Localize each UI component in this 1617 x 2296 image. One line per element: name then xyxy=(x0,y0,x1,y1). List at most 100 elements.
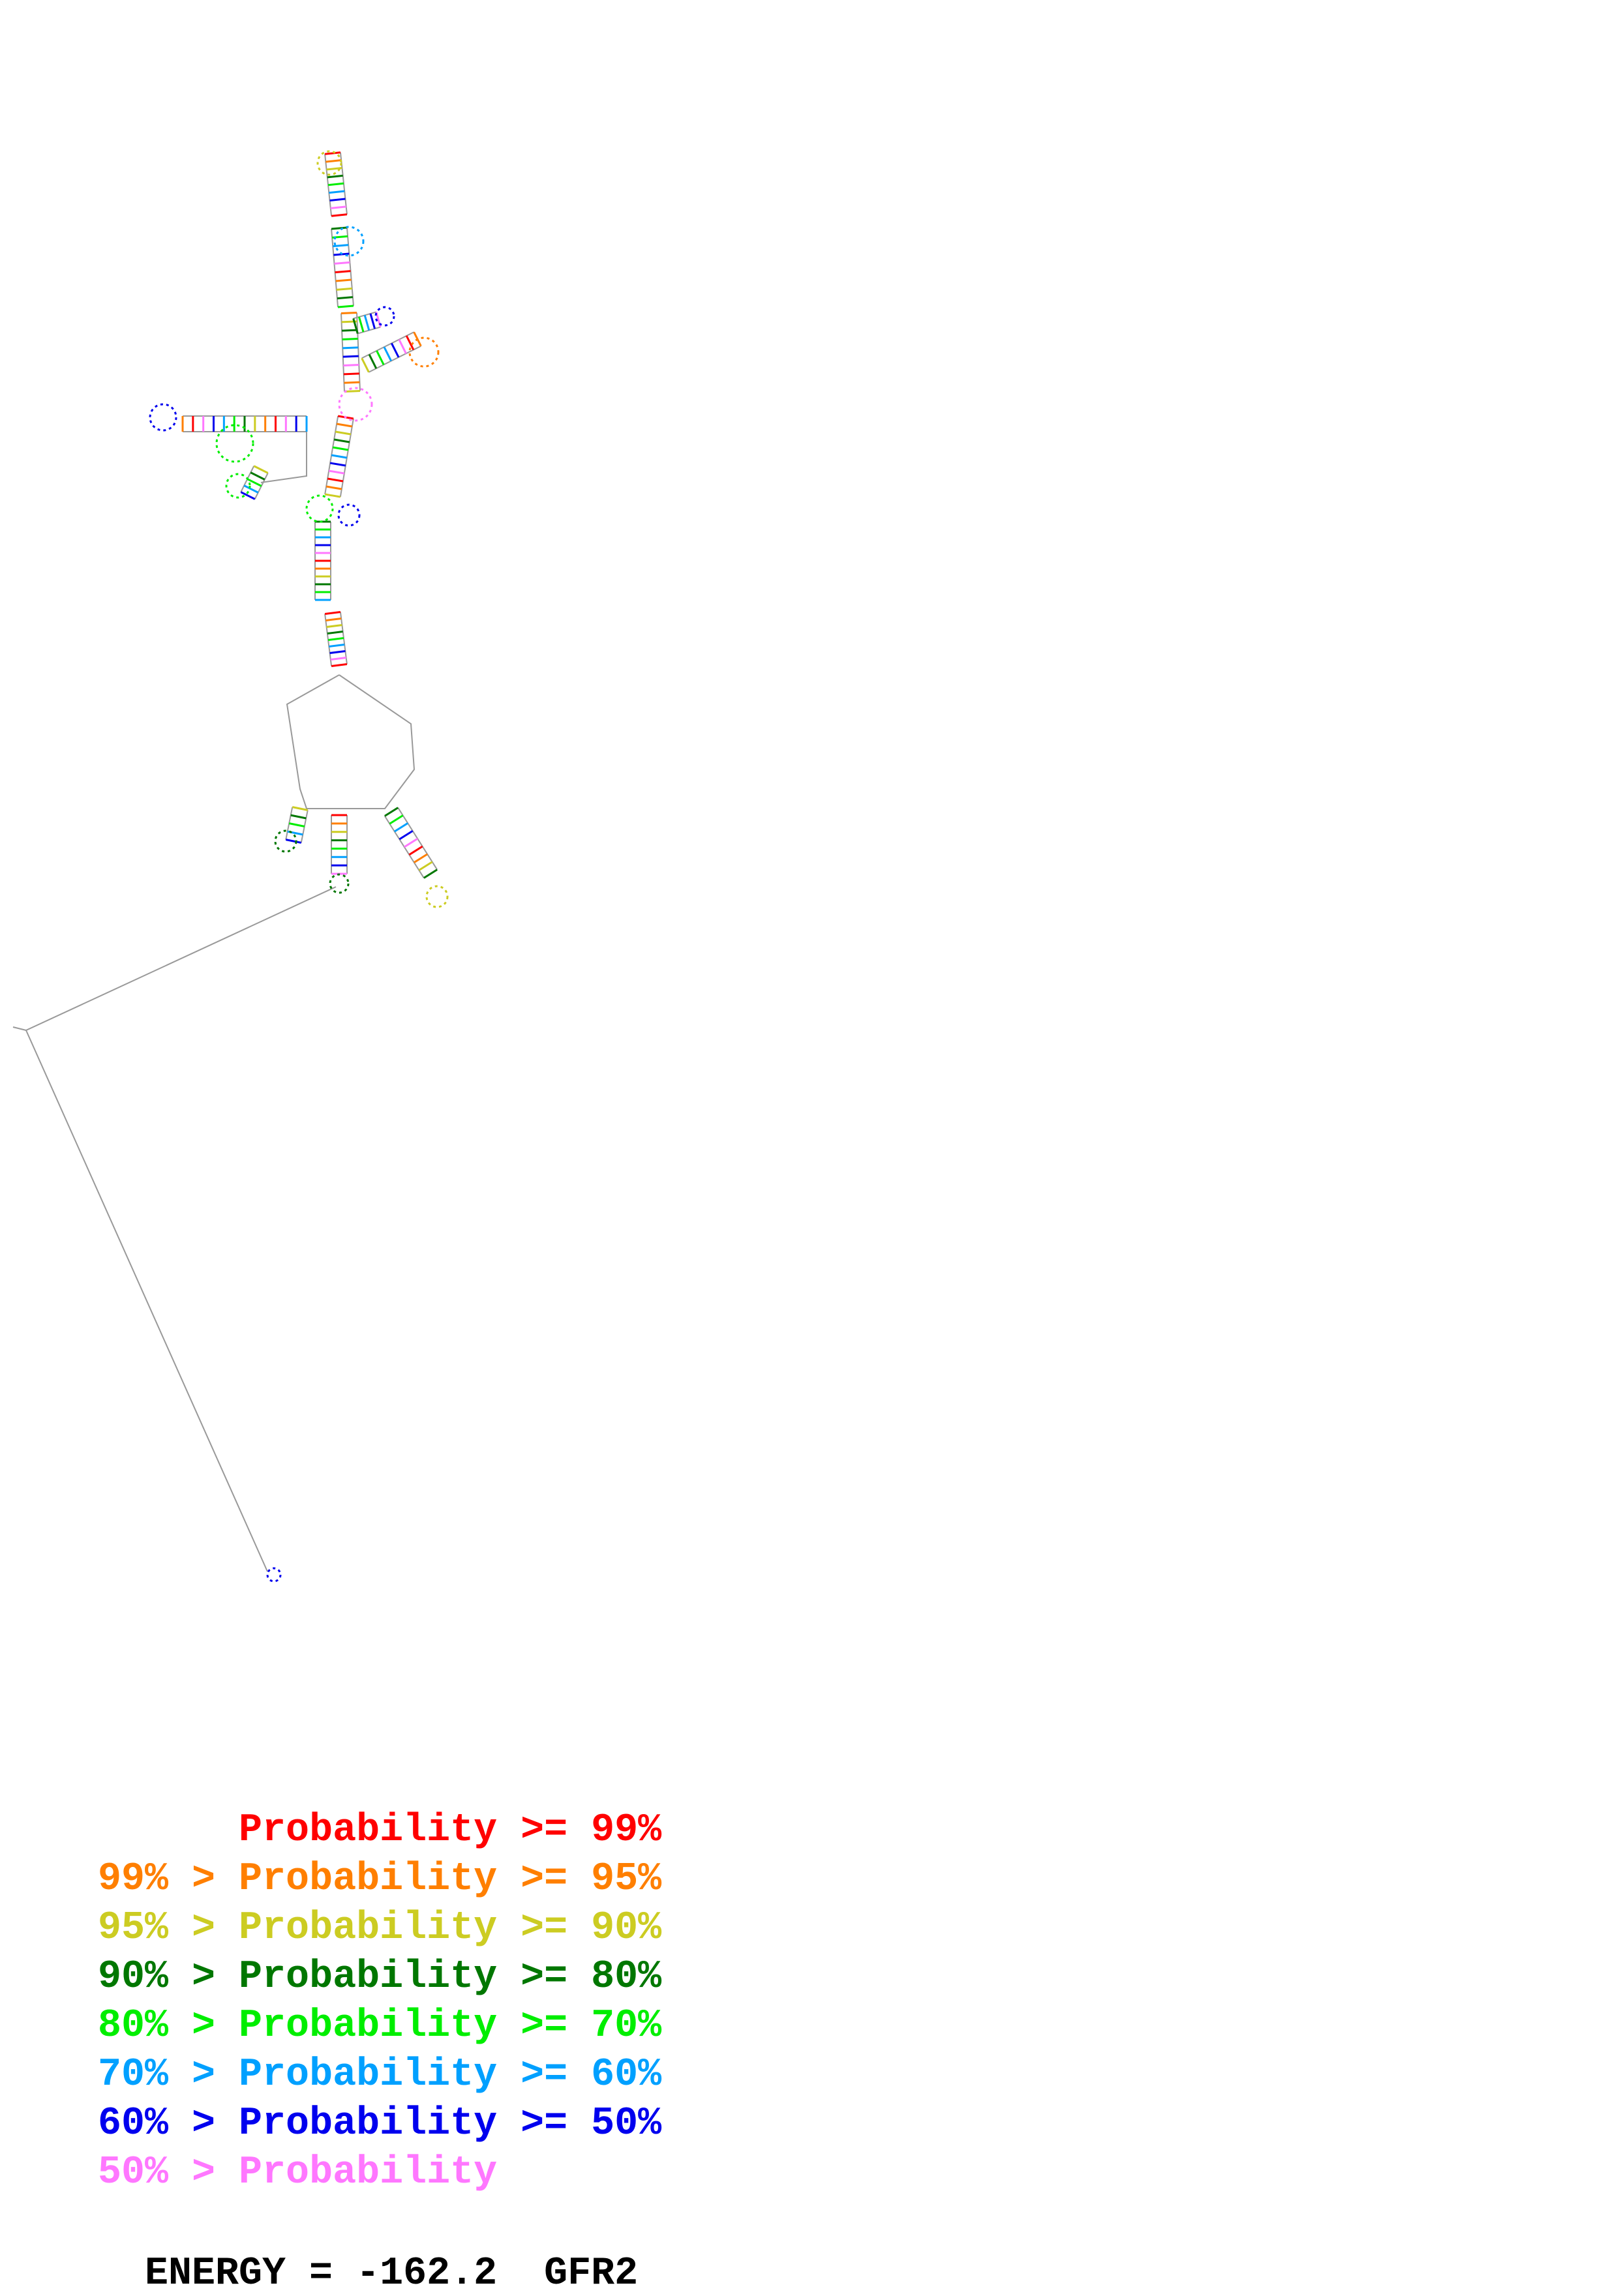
helix-right-1-strand xyxy=(368,345,421,373)
legend-suffix: >= 90% xyxy=(497,1906,662,1950)
helix-right-1-pair xyxy=(391,342,400,358)
helix-low-right-pair xyxy=(394,822,408,833)
helix-upper-pair xyxy=(337,305,354,308)
helix-low-left-pair xyxy=(288,822,305,827)
helix-right-1-pair xyxy=(398,339,407,354)
helix-lower-2-pair xyxy=(326,624,342,628)
helix-mid-pair xyxy=(342,338,358,340)
legend-row: 50% > Probability xyxy=(98,2149,661,2198)
legend-prefix: 90% > xyxy=(98,1955,239,1999)
helix-lower-2-pair xyxy=(327,631,343,634)
helix-mid-pair xyxy=(342,329,358,332)
helix-lower-2-pair xyxy=(329,650,346,654)
helix-lower-2-pair xyxy=(327,637,344,641)
helix-mid-pair xyxy=(344,381,360,384)
helix-low-right-pair xyxy=(389,814,404,825)
legend-prefix: 60% > xyxy=(98,2102,239,2146)
rna-structure-diagram xyxy=(12,150,449,1583)
legend-label: Probability xyxy=(239,2004,498,2048)
loop-low-left xyxy=(274,829,297,853)
loop-left-small xyxy=(225,473,251,499)
legend-prefix: 80% > xyxy=(98,2004,239,2048)
legend-row: 80% > Probability >= 70% xyxy=(98,2002,661,2051)
helix-low-right-pair xyxy=(423,869,438,879)
helix-lower-2-pair xyxy=(324,611,341,615)
legend-suffix: >= 95% xyxy=(497,1857,662,1901)
hairpin-loops xyxy=(149,150,449,1583)
helix-right-1-pair xyxy=(368,353,378,369)
helix-left-2-pair xyxy=(253,465,269,474)
helix-low-right-pair xyxy=(418,861,433,871)
helix-upper-strand xyxy=(331,228,339,308)
backbone-multiloop xyxy=(286,674,416,809)
helix-central-pair xyxy=(335,430,352,436)
legend-row: 70% > Probability >= 60% xyxy=(98,2051,661,2100)
helix-low-left-pair xyxy=(292,806,309,811)
helix-left-2-pair xyxy=(247,478,262,487)
legend-prefix: 99% > xyxy=(98,1857,239,1901)
loop-right-2 xyxy=(374,306,395,327)
backbone xyxy=(12,424,416,1572)
legend-label: Probability xyxy=(239,1808,498,1853)
helix-right-2-pair xyxy=(363,315,370,331)
helix-central-pair xyxy=(336,423,353,428)
legend-prefix: 50% > xyxy=(98,2151,239,2195)
loop-central xyxy=(305,494,334,523)
helix-upper-pair xyxy=(331,226,348,230)
helix-lower-2-pair xyxy=(330,657,346,661)
loop-tail-hairpin xyxy=(266,1567,282,1583)
helix-mid-pair xyxy=(340,312,357,314)
helix-stems xyxy=(181,151,438,879)
helix-upper-pair xyxy=(335,278,352,282)
helix-top-pair xyxy=(329,190,345,194)
loop-low-mid xyxy=(329,873,350,894)
helix-right-2-pair xyxy=(358,316,365,333)
helix-low-right-pair xyxy=(384,807,399,817)
helix-central-pair xyxy=(333,438,350,443)
helix-upper-pair xyxy=(337,296,353,300)
helix-central-pair xyxy=(332,446,349,451)
helix-upper-pair xyxy=(333,244,349,248)
helix-right-1-pair xyxy=(376,350,385,365)
energy-footer: ENERGY = -162.2 GFR2 xyxy=(98,2207,638,2296)
helix-left-2-pair xyxy=(243,485,259,494)
legend-prefix: 70% > xyxy=(98,2053,239,2097)
loop-left-tip xyxy=(149,403,177,432)
backbone-tail-end xyxy=(12,1026,27,1031)
helix-low-right-pair xyxy=(404,837,418,848)
legend-suffix: >= 60% xyxy=(497,2053,662,2097)
helix-right-2-pair xyxy=(369,313,376,329)
helix-right-1-pair xyxy=(361,357,370,373)
probability-legend: Probability >= 99% 99% > Probability >= 9… xyxy=(98,1806,661,2198)
helix-top-pair xyxy=(327,182,344,186)
legend-prefix: 95% > xyxy=(98,1906,239,1950)
backbone-tail xyxy=(25,886,337,1572)
helix-central-pair xyxy=(324,493,341,498)
legend-row: 90% > Probability >= 80% xyxy=(98,1953,661,2002)
helix-mid-strand xyxy=(355,312,361,391)
loop-right-1 xyxy=(408,336,440,368)
helix-upper-strand xyxy=(346,227,354,306)
sequence-name: GFR2 xyxy=(544,2252,639,2296)
helix-top-pair xyxy=(329,198,346,201)
helix-top-pair xyxy=(327,174,343,179)
helix-low-right-pair xyxy=(408,845,423,856)
loop-apex xyxy=(316,150,342,176)
helix-right-1-pair xyxy=(405,335,415,351)
helix-right-1-strand xyxy=(361,331,415,359)
helix-top-pair xyxy=(330,205,346,209)
loop-low-right xyxy=(425,885,449,908)
helix-upper-pair xyxy=(334,261,350,265)
helix-top-pair xyxy=(324,151,341,155)
legend-row: 99% > Probability >= 95% xyxy=(98,1855,661,1904)
legend-label: Probability xyxy=(239,1955,498,1999)
helix-left-2-pair xyxy=(250,471,265,481)
backbone-left-link xyxy=(260,424,307,483)
legend-row: 95% > Probability >= 90% xyxy=(98,1904,661,1953)
legend-label: Probability xyxy=(239,2151,498,2195)
helix-top-pair xyxy=(331,213,348,217)
legend-suffix: >= 50% xyxy=(497,2102,662,2146)
helix-top-pair xyxy=(326,167,342,171)
legend-suffix: >= 80% xyxy=(497,1955,662,1999)
helix-central-pair xyxy=(329,462,346,467)
